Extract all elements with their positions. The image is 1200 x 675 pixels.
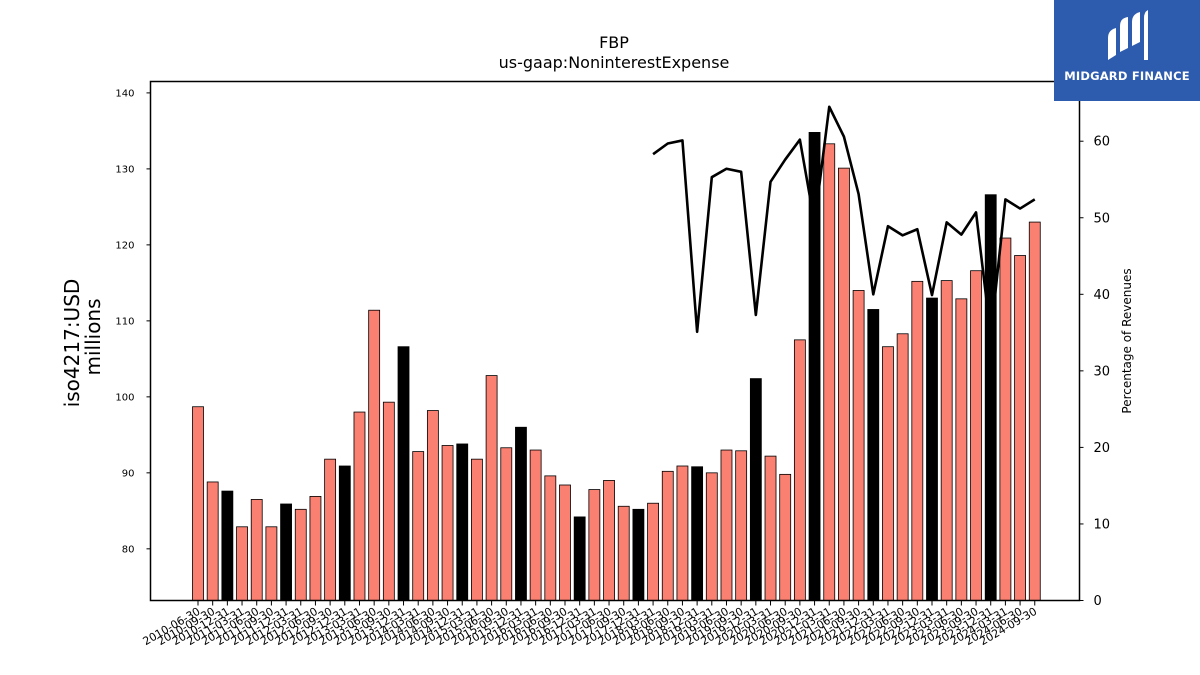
bar xyxy=(412,451,425,601)
bar xyxy=(705,472,718,601)
left-tick-label: 90 xyxy=(122,468,135,479)
left-tick-label: 130 xyxy=(115,164,134,175)
bar xyxy=(779,473,792,601)
bar xyxy=(720,449,733,601)
left-tick-label: 80 xyxy=(122,544,135,555)
bar xyxy=(661,470,674,601)
right-tick-label: 30 xyxy=(1094,364,1111,379)
bar xyxy=(823,143,836,601)
bar xyxy=(500,447,513,601)
bar xyxy=(485,375,498,601)
line-layer xyxy=(652,105,1036,337)
bar xyxy=(603,480,615,601)
bar xyxy=(764,455,777,601)
bar xyxy=(456,443,469,601)
bar xyxy=(882,346,894,601)
plot-frame xyxy=(149,80,1081,602)
bars-layer xyxy=(192,132,1041,601)
bar xyxy=(838,167,850,601)
chart-subtitle: us-gaap:NoninterestExpense xyxy=(499,53,730,72)
right-tick-label: 40 xyxy=(1094,288,1111,303)
bar xyxy=(749,378,762,601)
line-series-percentage xyxy=(652,105,1036,337)
logo-text: MIDGARD FINANCE xyxy=(1064,69,1190,83)
bar xyxy=(544,475,557,601)
bar xyxy=(647,502,659,601)
bar xyxy=(309,495,322,601)
y-axis-label-line2: millions xyxy=(81,298,105,375)
bar xyxy=(940,280,953,601)
bar xyxy=(529,449,542,601)
midgard-logo-icon xyxy=(1108,10,1148,60)
bar xyxy=(206,481,219,601)
bar xyxy=(867,309,880,601)
bar xyxy=(515,426,527,601)
bar xyxy=(588,489,601,601)
bar xyxy=(426,410,439,601)
y2-axis-label: Percentage of Revenues xyxy=(1120,268,1134,413)
bar xyxy=(236,526,248,601)
bar xyxy=(1028,221,1041,601)
bar xyxy=(353,411,366,601)
bar xyxy=(573,516,586,601)
bar xyxy=(559,484,571,601)
x-axis: 2010-06-302010-09-302010-12-312011-03-31… xyxy=(141,600,1039,648)
right-tick-label: 50 xyxy=(1094,211,1111,226)
left-tick-label: 140 xyxy=(115,88,134,99)
bar xyxy=(926,297,938,601)
bar xyxy=(632,508,645,601)
bar xyxy=(338,465,351,601)
y-axis-label-line1: iso4217:USD xyxy=(60,279,84,408)
bar xyxy=(221,490,234,601)
bar xyxy=(955,298,968,601)
chart-title: FBP xyxy=(599,33,629,52)
bar xyxy=(324,458,337,601)
bar xyxy=(691,466,704,601)
bar xyxy=(896,333,909,601)
right-axis: 0 10 20 30 40 50 60 xyxy=(1079,135,1111,609)
bar xyxy=(852,290,865,601)
bar xyxy=(192,406,204,601)
right-tick-label: 10 xyxy=(1094,517,1111,532)
bar xyxy=(999,237,1012,601)
bar xyxy=(294,508,307,601)
bar xyxy=(676,465,689,601)
left-tick-label: 110 xyxy=(115,316,134,327)
right-tick-label: 20 xyxy=(1094,441,1111,456)
right-tick-label: 0 xyxy=(1094,594,1102,609)
bar xyxy=(793,339,806,601)
left-tick-label: 120 xyxy=(115,240,134,251)
left-axis: 80 90 100 110 120 130 140 xyxy=(115,88,151,555)
bar xyxy=(471,458,483,601)
bar xyxy=(441,445,454,601)
left-tick-label: 100 xyxy=(115,392,134,403)
bar xyxy=(382,401,395,601)
bar xyxy=(911,280,924,601)
logo: MIDGARD FINANCE xyxy=(1054,0,1200,101)
right-tick-label: 60 xyxy=(1094,135,1111,150)
bar xyxy=(368,309,381,601)
bar xyxy=(280,503,292,601)
bar xyxy=(735,450,748,601)
bar xyxy=(984,194,997,601)
bar xyxy=(970,270,982,601)
bar xyxy=(265,526,278,601)
bar xyxy=(1014,255,1026,601)
bar xyxy=(397,346,410,601)
bar xyxy=(250,499,263,601)
bar xyxy=(617,505,630,601)
